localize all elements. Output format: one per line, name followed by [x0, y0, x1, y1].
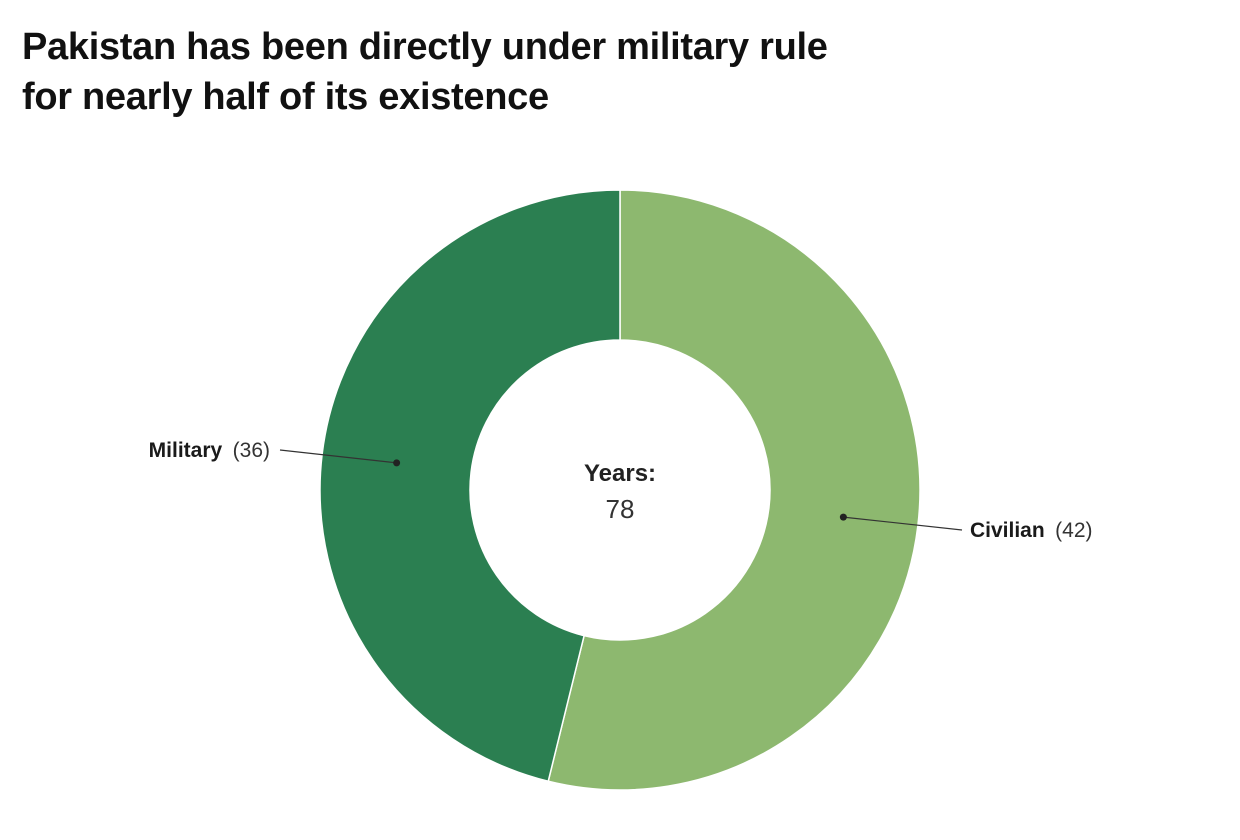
slice-label-military-name: Military	[149, 439, 223, 462]
leader-line-civilian	[843, 516, 963, 531]
slice-military	[319, 189, 621, 783]
slice-label-military: Military (36)	[149, 439, 270, 462]
slice-label-civilian-value: (42)	[1055, 519, 1092, 542]
chart-title-line-2: for nearly half of its existence	[22, 76, 549, 118]
leader-dot-civilian	[839, 513, 847, 521]
label-leaders	[279, 449, 963, 531]
slice-label-civilian-name: Civilian	[970, 519, 1045, 542]
chart-title-line-1: Pakistan has been directly under militar…	[22, 26, 828, 68]
center-label: Years:	[584, 460, 656, 487]
leader-dot-military	[393, 459, 401, 467]
slice-label-civilian: Civilian (42)	[970, 519, 1093, 542]
slice-label-military-value: (36)	[233, 439, 270, 462]
center-value: 78	[606, 494, 635, 524]
leader-line-military	[279, 449, 397, 464]
slice-civilian	[547, 189, 921, 791]
chart-title: Pakistan has been directly under militar…	[22, 22, 1202, 122]
donut-slices	[319, 189, 921, 791]
